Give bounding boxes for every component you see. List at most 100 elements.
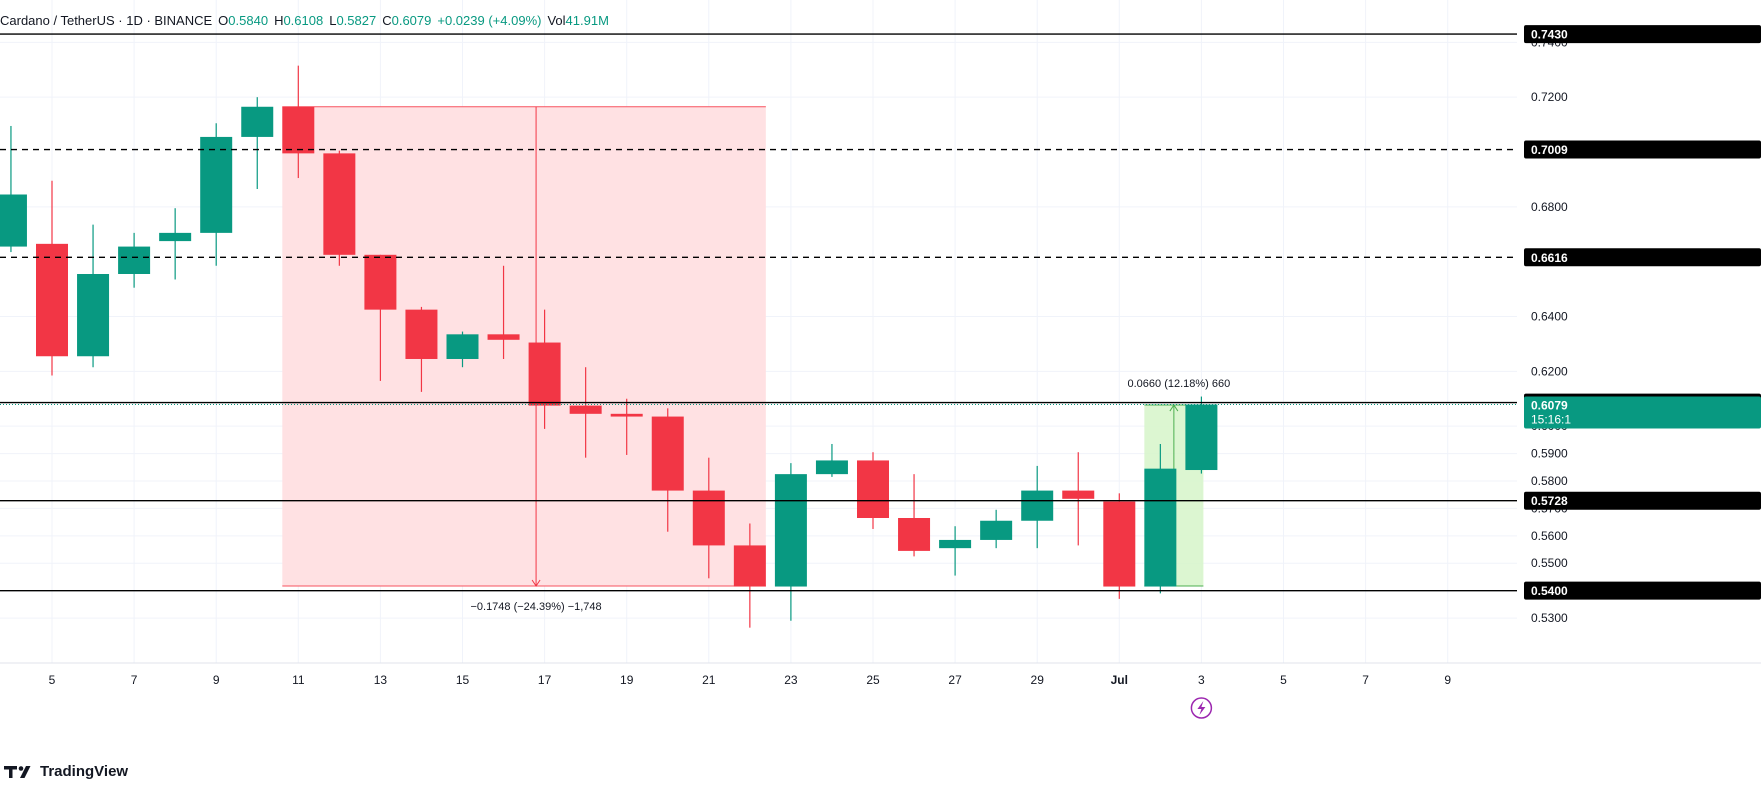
candle [1144,443,1177,594]
candle-body [528,342,561,406]
candle [610,398,643,455]
x-tick-label: 9 [213,673,220,687]
candle-body [898,518,931,551]
x-tick-label: Jul [1111,673,1128,687]
x-tick-label: 5 [49,673,56,687]
candle-body [487,334,520,340]
high-label: H [274,13,284,28]
candle-body [733,545,766,587]
y-tick-label: 0.5500 [1531,556,1568,570]
high-value: 0.6108 [283,13,324,28]
candle-body [282,106,315,154]
measure-down-fill [282,106,766,586]
candle [241,97,274,190]
y-tick-label: 0.6400 [1531,309,1568,323]
x-tick-label: 5 [1280,673,1287,687]
candle [939,526,972,576]
candle [733,523,766,628]
y-tick-label: 0.6200 [1531,364,1568,378]
candle-body [815,460,848,475]
candle [774,463,807,621]
x-tick-label: 7 [131,673,138,687]
price-axis-bg [1517,0,1761,663]
measure-up-label: 0.0660 (12.18%) 660 [1128,378,1231,390]
change-value: +0.0239 (+4.09%) [437,13,542,28]
candle-body [1185,404,1218,471]
price-axis: 0.53000.54000.55000.56000.57000.58000.59… [1517,0,1761,663]
x-tick-label: 7 [1362,673,1369,687]
x-tick-label: 27 [948,673,962,687]
x-tick-label: 19 [620,673,634,687]
candle-body [1021,490,1054,521]
candle-body [0,194,27,247]
level-price-label: 0.6616 [1531,251,1568,265]
level-price-tag [1524,581,1761,600]
y-tick-label: 0.5600 [1531,529,1568,543]
candle-body [610,413,643,417]
measure-down-arrowhead [531,579,541,587]
candle [1103,493,1136,599]
candle [692,457,725,579]
tradingview-logo[interactable]: TradingView [2,763,128,780]
candle [898,474,931,557]
level-price-label: 0.5728 [1531,494,1568,508]
level-price-label: 0.5400 [1531,584,1568,598]
current-price-tag [1524,396,1761,429]
candle [1021,465,1054,549]
candle-body [77,274,110,357]
x-tick-label: 23 [784,673,798,687]
price-levels [0,33,1517,592]
low-label: L [329,13,337,28]
candle [487,265,520,359]
measure-up-arrowhead [1169,404,1179,412]
y-tick-label: 0.7200 [1531,90,1568,104]
candle [857,452,889,529]
countdown-label: 15:16:1 [1531,412,1571,426]
candle-body [1062,490,1095,499]
candle-body [692,490,725,546]
tradingview-icon [4,765,31,778]
candle-body [159,232,192,242]
measure-down-zone: −0.1748 (−24.39%) −1,748 [282,106,766,613]
candle [323,150,356,266]
close-value: 0.6079 [391,13,432,28]
candle [569,367,602,458]
volume-label: Vol [547,13,566,28]
level-price-label: 0.7430 [1531,28,1568,42]
lightning-icon[interactable] [1190,697,1213,719]
current-price-label: 0.6079 [1531,398,1568,412]
x-tick-label: 25 [866,673,880,687]
candle-body [118,246,151,274]
candle [528,309,561,429]
candle [446,331,479,368]
candle [36,180,68,376]
y-tick-label: 0.5800 [1531,474,1568,488]
candle [0,125,27,253]
lightning-icon-bolt [1197,701,1206,715]
candle-body [939,539,972,549]
candle [1062,452,1095,546]
symbol-title[interactable]: Cardano / TetherUS · 1D · BINANCE [0,13,213,28]
time-axis: 5 7 9 11 13 15 17 19 21 23 25 27 29 Jul 3 5 7 9 [0,662,1761,687]
y-tick-label: 0.6800 [1531,200,1568,214]
x-tick-label: 11 [292,673,305,687]
candle [651,408,684,532]
x-tick-label: 29 [1031,673,1045,687]
close-label: C [382,13,392,28]
candle-body [36,243,68,357]
candle [282,65,315,179]
candle [159,208,192,280]
y-tick-label: 0.5300 [1531,611,1568,625]
candle [1185,396,1218,474]
candle-body [364,254,397,310]
level-price-tag [1524,25,1761,44]
candle-body [980,520,1013,540]
candle [364,254,397,381]
open-value: 0.5840 [228,13,269,28]
x-tick-label: 9 [1444,673,1451,687]
candle-body [200,136,233,233]
candle-body [774,474,807,587]
y-tick-label: 0.5900 [1531,447,1568,461]
